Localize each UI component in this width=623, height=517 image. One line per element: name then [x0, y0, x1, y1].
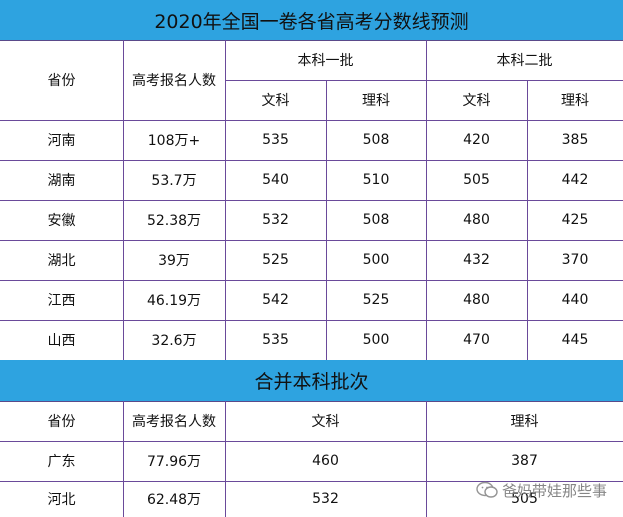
cell-tier1-arts: 535	[262, 132, 289, 148]
header-tier2-label: 本科二批	[496, 53, 553, 69]
cell-tier2-science: 370	[561, 252, 589, 268]
cell-arts: 532	[312, 491, 339, 507]
cell-tier2-arts: 505	[463, 172, 490, 188]
header2-applicants: 高考报名人数	[132, 414, 216, 430]
grid-line	[0, 320, 623, 321]
header2-science: 理科	[510, 414, 539, 430]
header-tier2-arts-label: 文科	[462, 93, 491, 109]
cell-tier1-science: 500	[362, 332, 390, 348]
header-tier1-label: 本科一批	[297, 53, 354, 69]
cell-tier1-arts: 525	[262, 252, 289, 268]
header-tier2-science-label: 理科	[561, 93, 589, 109]
cell-tier2-science: 442	[561, 172, 589, 188]
section-title-bar: 合并本科批次	[0, 360, 623, 402]
grid-line	[0, 120, 623, 121]
cell-tier1-arts: 532	[262, 212, 289, 228]
table1-row: 湖南 53.7万 540 510 505 442	[0, 160, 623, 200]
cell-tier1-arts: 535	[262, 332, 289, 348]
header2-arts: 文科	[311, 414, 340, 430]
cell-tier1-science: 508	[362, 132, 390, 148]
cell-tier1-arts: 540	[262, 172, 289, 188]
grid-line	[123, 40, 124, 360]
section-title: 合并本科批次	[254, 371, 369, 393]
wechat-icon	[476, 481, 498, 499]
cell-arts: 460	[312, 453, 339, 469]
grid-line	[0, 441, 623, 442]
watermark-text: 爸妈带娃那些事	[502, 481, 608, 500]
cell-province: 安徽	[47, 213, 76, 229]
cell-tier2-science: 385	[561, 132, 589, 148]
header-tier1-arts-label: 文科	[261, 93, 290, 109]
cell-province: 广东	[47, 454, 76, 470]
cell-tier2-science: 425	[561, 212, 589, 228]
cell-applicants: 108万+	[147, 133, 201, 149]
header-tier2-arts: 文科	[426, 80, 527, 120]
cell-tier2-arts: 470	[463, 332, 490, 348]
grid-line	[0, 240, 623, 241]
table1-row: 江西 46.19万 542 525 480 440	[0, 280, 623, 320]
cell-tier1-science: 510	[362, 172, 390, 188]
cell-tier1-arts: 542	[262, 292, 289, 308]
grid-line	[225, 401, 226, 517]
cell-tier1-science: 500	[362, 252, 390, 268]
grid-line	[0, 200, 623, 201]
cell-tier2-science: 445	[561, 332, 589, 348]
table1-row: 山西 32.6万 535 500 470 445	[0, 320, 623, 360]
header-tier2: 本科二批	[426, 40, 623, 80]
grid-line	[326, 80, 327, 360]
header-tier1-science-label: 理科	[362, 93, 390, 109]
grid-line	[0, 280, 623, 281]
table1-row: 湖北 39万 525 500 432 370	[0, 240, 623, 280]
table1-row: 河南 108万+ 535 508 420 385	[0, 120, 623, 160]
grid-line	[123, 401, 124, 517]
cell-applicants: 46.19万	[146, 293, 202, 309]
cell-applicants: 39万	[158, 253, 190, 269]
cell-province: 山西	[47, 333, 76, 349]
cell-applicants: 52.38万	[146, 213, 202, 229]
cell-tier1-science: 525	[362, 292, 390, 308]
watermark: 爸妈带娃那些事	[476, 478, 607, 502]
grid-line	[426, 40, 427, 360]
header-province: 省份	[0, 40, 123, 120]
table2-row: 河北 62.48万 532 505	[0, 481, 623, 517]
grid-line	[0, 160, 623, 161]
title-bar: 2020年全国一卷各省高考分数线预测	[0, 0, 623, 41]
cell-tier2-arts: 480	[463, 212, 490, 228]
header-applicants: 高考报名人数	[123, 40, 225, 120]
cell-science: 505	[511, 491, 538, 507]
cell-science: 387	[511, 453, 538, 469]
grid-line	[225, 40, 226, 360]
cell-tier2-arts: 420	[463, 132, 490, 148]
cell-province: 湖北	[47, 253, 76, 269]
header-applicants-label: 高考报名人数	[132, 73, 216, 89]
header-province-label: 省份	[47, 73, 76, 89]
header2-province: 省份	[47, 414, 76, 430]
cell-province: 湖南	[47, 173, 76, 189]
table2-row: 广东 77.96万 460 387	[0, 441, 623, 481]
cell-applicants: 77.96万	[146, 454, 202, 470]
cell-applicants: 62.48万	[146, 492, 202, 508]
cell-tier1-science: 508	[362, 212, 390, 228]
cell-province: 河南	[47, 133, 76, 149]
header-tier1-arts: 文科	[225, 80, 326, 120]
cell-tier2-arts: 432	[463, 252, 490, 268]
cell-tier2-arts: 480	[463, 292, 490, 308]
grid-line	[225, 80, 623, 81]
grid-line	[426, 401, 427, 517]
grid-line	[0, 481, 623, 482]
cell-applicants: 32.6万	[151, 333, 197, 349]
cell-province: 河北	[47, 492, 76, 508]
header-tier2-science: 理科	[527, 80, 623, 120]
page-title: 2020年全国一卷各省高考分数线预测	[154, 10, 469, 33]
header-tier1: 本科一批	[225, 40, 426, 80]
cell-applicants: 53.7万	[151, 173, 197, 189]
grid-line	[527, 80, 528, 360]
cell-province: 江西	[47, 293, 76, 309]
table1-row: 安徽 52.38万 532 508 480 425	[0, 200, 623, 240]
cell-tier2-science: 440	[561, 292, 589, 308]
header-tier1-science: 理科	[326, 80, 426, 120]
